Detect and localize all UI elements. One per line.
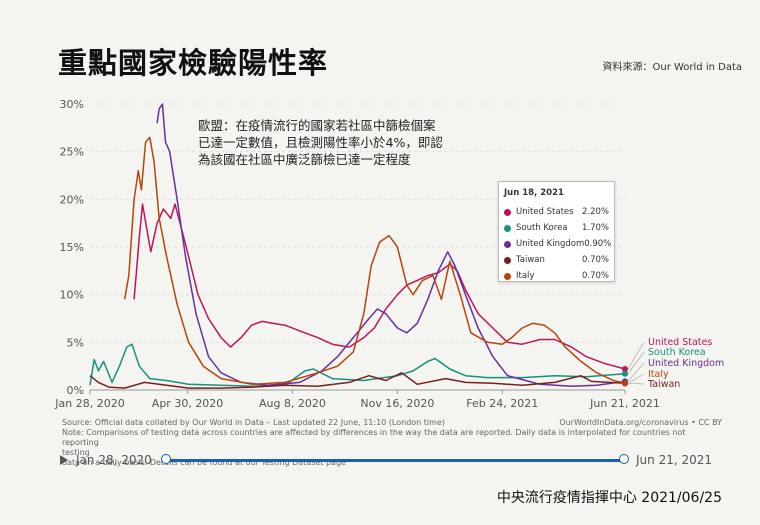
series-line-united-states — [133, 203, 626, 370]
tooltip-series-name: Taiwan — [516, 255, 545, 265]
series-end-point — [622, 366, 628, 373]
x-tick-label: Jun 21, 2021 — [589, 397, 660, 410]
line-chart: 0% 5% 10% 15% 20% 25% 30% Jan 28, 2020 Apr 30, 2… — [54, 98, 724, 410]
hover-tooltip: Jun 18, 2021 United States 2.20% South K… — [498, 181, 615, 282]
timeline-start-handle[interactable] — [161, 454, 171, 464]
label-connector — [627, 341, 645, 370]
tooltip-series-name: Italy — [516, 271, 535, 281]
note-line: testing — [62, 448, 90, 457]
tooltip-series-value: 2.20% — [581, 207, 609, 217]
play-icon[interactable] — [60, 455, 68, 465]
y-tick-label: 15% — [60, 241, 84, 254]
timeline-end-handle[interactable] — [619, 454, 629, 464]
annotation-text: 歐盟：在疫情流行的國家若社區中篩檢個案 已達一定數值，且檢測陽性率小於4%，即認… — [198, 117, 468, 168]
legend-dot-icon — [504, 272, 511, 280]
tooltip-series-name: United States — [516, 207, 574, 217]
x-tick-label: Jan 28, 2020 — [54, 397, 124, 410]
note-line: data on a daily basis. Details can be fo… — [62, 458, 346, 467]
label-connector — [627, 373, 645, 384]
series-lines — [89, 103, 628, 389]
tooltip-series-name: United Kingdom — [516, 239, 585, 249]
credit-text: 中央流行疫情指揮中心 2021/06/25 — [496, 490, 722, 506]
series-end-point — [622, 370, 628, 377]
label-connector — [627, 351, 645, 375]
axes: 0% 5% 10% 15% 20% 25% 30% Jan 28, 2020 Apr 30, 2… — [54, 98, 660, 410]
source-label: 資料來源：Our World in Data — [602, 62, 742, 73]
tooltip-row: Taiwan 0.70% — [504, 252, 609, 268]
label-connector — [627, 382, 645, 385]
legend-dot-icon — [504, 208, 511, 216]
x-tick-label: Feb 24, 2021 — [466, 397, 538, 410]
chart-title: 重點國家檢驗陽性率 — [58, 46, 329, 80]
series-end-label: United States — [648, 337, 712, 348]
tooltip-series-value: 1.70% — [581, 223, 609, 233]
tooltip-row: United Kingdom 0.90% — [504, 236, 612, 252]
y-tick-label: 30% — [60, 98, 84, 111]
legend-dot-icon — [504, 224, 511, 232]
series-end-point — [622, 380, 628, 387]
y-tick-label: 20% — [60, 193, 84, 206]
annotation-line: 歐盟：在疫情流行的國家若社區中篩檢個案 — [198, 118, 436, 133]
y-tick-label: 5% — [67, 336, 84, 349]
y-tick-label: 0% — [67, 384, 84, 397]
url-note[interactable]: OurWorldInData.org/coronavirus • CC BY — [559, 418, 722, 427]
tooltip-series-value: 0.70% — [581, 271, 609, 281]
annotation-line: 為該國在社區中廣泛篩檢已達一定程度 — [198, 152, 411, 167]
tooltip-row: United States 2.20% — [504, 204, 609, 220]
x-tick-label: Nov 16, 2020 — [360, 397, 434, 410]
tooltip-row: Italy 0.70% — [504, 268, 609, 284]
series-end-label: South Korea — [648, 347, 706, 358]
tooltip-date: Jun 18, 2021 — [504, 188, 564, 198]
tooltip-series-value: 0.70% — [581, 255, 609, 265]
series-line-taiwan — [89, 372, 626, 389]
series-line-united-kingdom — [156, 103, 626, 387]
y-tick-label: 10% — [60, 289, 84, 302]
series-line-italy — [123, 136, 626, 386]
tooltip-row: South Korea 1.70% — [504, 220, 609, 236]
timeline-start-label: Jan 28, 2020 — [76, 453, 152, 467]
series-end-label: United Kingdom — [648, 358, 724, 369]
series-end-label: Italy — [648, 369, 669, 380]
note-line: Note: Comparisons of testing data across… — [62, 428, 686, 447]
footer-notes: Source: Official data collated by Our Wo… — [62, 418, 722, 468]
tooltip-series-value: 0.90% — [584, 239, 612, 249]
y-tick-label: 25% — [60, 146, 84, 159]
timeline-end-label: Jun 21, 2021 — [636, 453, 713, 467]
legend-dot-icon — [504, 240, 511, 248]
timeline-slider[interactable]: Jan 28, 2020 Jun 21, 2021 — [60, 452, 720, 472]
series-line-south-korea — [89, 343, 626, 387]
series-end-label: Taiwan — [647, 379, 680, 390]
annotation-line: 已達一定數值，且檢測陽性率小於4%，即認 — [198, 135, 443, 150]
x-tick-label: Apr 30, 2020 — [152, 397, 224, 410]
timeline-track[interactable] — [166, 459, 624, 462]
label-connector — [627, 362, 645, 382]
source-note: Source: Official data collated by Our Wo… — [62, 418, 445, 427]
x-tick-label: Aug 8, 2020 — [259, 397, 326, 410]
legend-dot-icon — [504, 256, 511, 264]
tooltip-series-name: South Korea — [516, 223, 568, 233]
